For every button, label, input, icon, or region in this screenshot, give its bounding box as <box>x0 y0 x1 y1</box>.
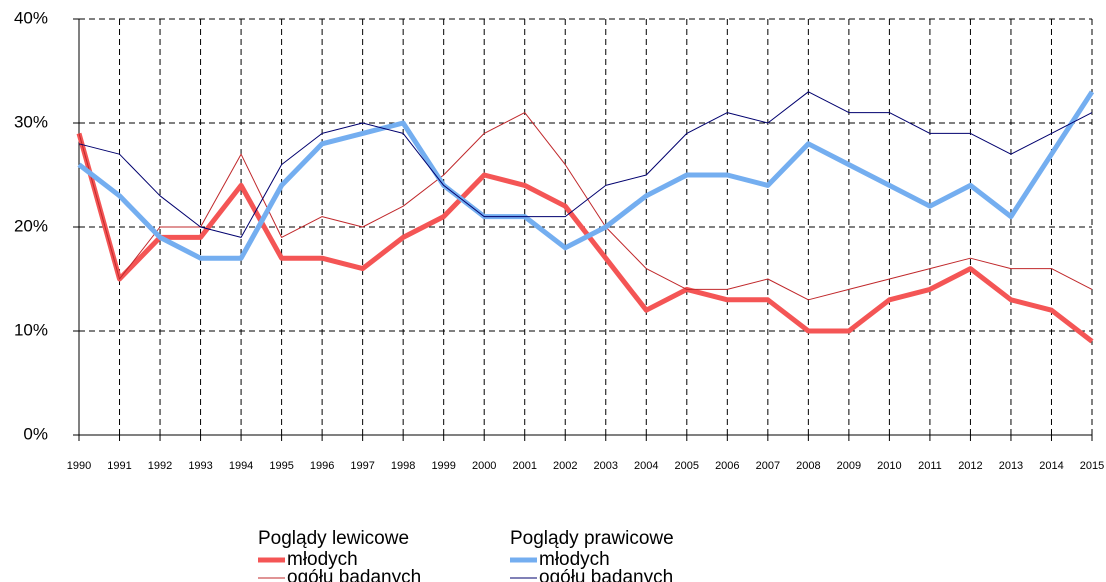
legend-group-title: Poglądy lewicowe <box>258 528 409 549</box>
x-tick-label: 2001 <box>512 460 536 472</box>
x-tick-label: 1992 <box>148 460 172 472</box>
x-tick-label: 2004 <box>634 460 658 472</box>
x-tick-label: 1991 <box>107 460 131 472</box>
x-tick-label: 2007 <box>756 460 780 472</box>
x-tick-label: 1999 <box>431 460 455 472</box>
x-tick-label: 2002 <box>553 460 577 472</box>
x-tick-label: 2008 <box>796 460 820 472</box>
x-tick-label: 1990 <box>67 460 91 472</box>
x-tick-label: 1994 <box>229 460 253 472</box>
y-tick-label: 20% <box>14 216 48 235</box>
x-tick-label: 2003 <box>594 460 618 472</box>
legend-label: młodych <box>539 549 610 570</box>
x-tick-label: 1996 <box>310 460 334 472</box>
legend-label: młodych <box>287 549 358 570</box>
legend-label: ogółu badanych <box>539 567 673 582</box>
x-tick-label: 2012 <box>958 460 982 472</box>
y-tick-label: 40% <box>14 8 48 27</box>
series-line <box>78 91 1093 238</box>
x-tick-label: 2013 <box>999 460 1023 472</box>
x-tick-label: 1998 <box>391 460 415 472</box>
x-tick-label: 2010 <box>877 460 901 472</box>
series-line <box>77 90 1095 261</box>
series-line <box>76 132 1094 344</box>
x-tick-label: 1993 <box>188 460 212 472</box>
legend-group-title: Poglądy prawicowe <box>510 528 674 549</box>
series-line <box>78 112 1093 301</box>
x-tick-label: 2015 <box>1080 460 1104 472</box>
x-tick-label: 2011 <box>918 460 942 472</box>
x-tick-label: 2009 <box>837 460 861 472</box>
legend-label: ogółu badanych <box>287 567 421 582</box>
y-tick-label: 10% <box>14 320 48 339</box>
y-tick-label: 0% <box>23 424 48 443</box>
x-tick-label: 1995 <box>269 460 293 472</box>
x-tick-label: 1997 <box>350 460 374 472</box>
y-tick-label: 30% <box>14 112 48 131</box>
x-tick-label: 2000 <box>472 460 496 472</box>
x-tick-label: 2005 <box>675 460 699 472</box>
x-tick-label: 2014 <box>1039 460 1063 472</box>
x-tick-label: 2006 <box>715 460 739 472</box>
